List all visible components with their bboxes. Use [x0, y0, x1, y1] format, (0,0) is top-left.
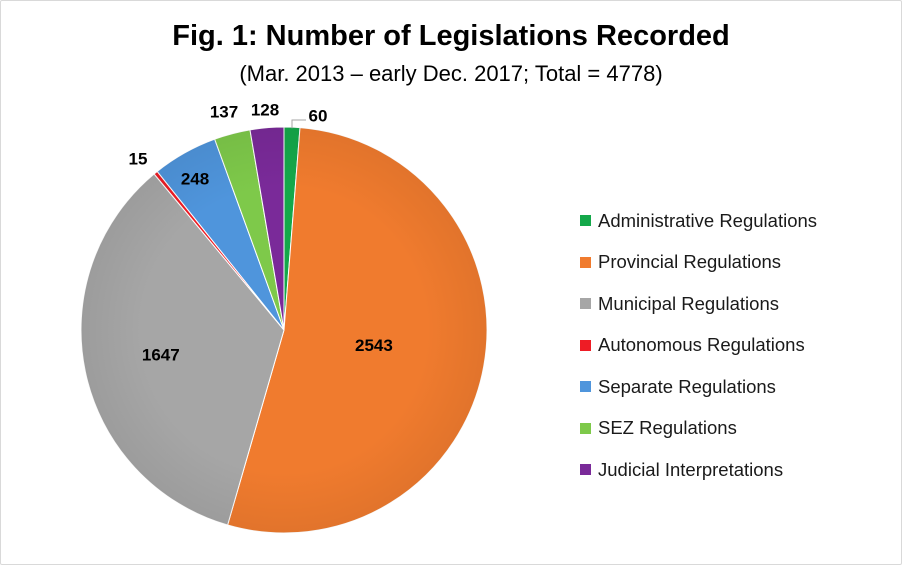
data-label-administrative-regulations: 60 [309, 106, 328, 125]
legend-item-separate-regulations: Separate Regulations [580, 366, 817, 408]
legend-item-judicial-interpretations: Judicial Interpretations [580, 449, 817, 491]
legend-label: Separate Regulations [598, 375, 776, 397]
legend-swatch [580, 381, 591, 393]
legend-item-autonomous-regulations: Autonomous Regulations [580, 325, 817, 367]
legend-swatch [580, 464, 591, 476]
leader-line-administrative-regulations [291, 119, 306, 129]
chart-title: Fig. 1: Number of Legislations Recorded [172, 20, 730, 52]
chart-subtitle: (Mar. 2013 – early Dec. 2017; Total = 47… [239, 61, 663, 86]
data-label-provincial-regulations: 2543 [355, 336, 393, 355]
legend-label: Provincial Regulations [598, 251, 782, 273]
pie-slices [80, 126, 488, 534]
legend-item-municipal-regulations: Municipal Regulations [580, 283, 817, 325]
data-label-autonomous-regulations: 15 [129, 149, 148, 168]
data-label-municipal-regulations: 1647 [142, 345, 180, 364]
legend-swatch [580, 339, 591, 351]
data-label-sez-regulations: 137 [210, 102, 238, 121]
legend-label: Administrative Regulations [598, 209, 818, 231]
legend-swatch [580, 215, 591, 227]
leader-lines [291, 119, 306, 129]
legend-item-administrative-regulations: Administrative Regulations [580, 200, 817, 242]
legend-item-sez-regulations: SEZ Regulations [580, 408, 817, 450]
chart-legend: Administrative Regulations Provincial Reg… [580, 200, 817, 491]
legend-swatch [580, 256, 591, 268]
legend-swatch [580, 422, 591, 434]
legend-swatch [580, 298, 591, 310]
data-label-judicial-interpretations: 128 [251, 100, 279, 119]
legend-label: Municipal Regulations [598, 292, 779, 314]
legend-label: Autonomous Regulations [598, 334, 805, 356]
legend-item-provincial-regulations: Provincial Regulations [580, 242, 817, 284]
legend-label: SEZ Regulations [598, 417, 737, 439]
data-label-separate-regulations: 248 [181, 169, 209, 188]
legend-label: Judicial Interpretations [598, 458, 784, 480]
data-labels: 60 2543 1647 15 248 137 128 [129, 100, 393, 364]
